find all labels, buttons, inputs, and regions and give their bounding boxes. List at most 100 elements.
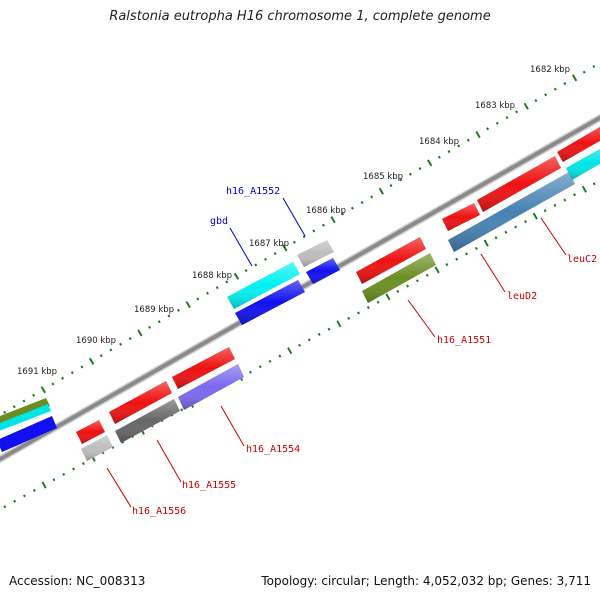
minor-tick xyxy=(406,284,410,288)
minor-tick xyxy=(370,195,374,199)
tick-label-1689: 1689 kbp xyxy=(134,305,174,315)
minor-tick xyxy=(534,99,538,103)
major-tick xyxy=(571,74,578,82)
minor-tick xyxy=(157,320,161,324)
minor-tick xyxy=(494,236,498,240)
minor-tick xyxy=(389,184,393,188)
minor-tick xyxy=(278,354,282,358)
minor-tick xyxy=(347,316,351,320)
minor-tick xyxy=(62,472,66,476)
minor-tick xyxy=(399,178,403,182)
minor-tick xyxy=(524,220,527,224)
minor-tick xyxy=(504,230,508,234)
major-tick xyxy=(483,239,489,247)
minor-tick xyxy=(543,209,547,213)
minor-tick xyxy=(248,370,252,374)
gene-label-h16-a1555[interactable]: h16_A1555 xyxy=(182,480,236,491)
minor-tick xyxy=(61,376,65,380)
minor-tick xyxy=(13,499,17,503)
major-tick xyxy=(475,131,481,139)
minor-tick xyxy=(437,155,441,159)
minor-tick xyxy=(317,332,321,336)
outer-scale-ring xyxy=(3,65,596,414)
gene-label-h16-a1551[interactable]: h16_A1551 xyxy=(437,335,491,346)
minor-tick xyxy=(573,193,577,197)
gene-shading xyxy=(557,126,600,162)
minor-tick xyxy=(180,408,184,412)
minor-tick xyxy=(3,505,7,509)
minor-tick xyxy=(167,314,171,318)
minor-tick xyxy=(23,494,26,498)
minor-tick xyxy=(119,342,123,346)
tick-label-1685: 1685 kbp xyxy=(363,172,403,182)
minor-tick xyxy=(81,462,85,466)
minor-tick xyxy=(408,172,412,176)
gene-shading xyxy=(115,399,180,443)
minor-tick xyxy=(425,273,429,277)
gene-shading xyxy=(178,364,244,410)
tick-label-1683: 1683 kbp xyxy=(475,101,515,111)
gene-shading xyxy=(297,240,334,267)
minor-tick xyxy=(495,121,499,125)
gene-shading xyxy=(81,435,113,461)
minor-tick xyxy=(52,478,56,482)
map-title: Ralstonia eutropha H16 chromosome 1, com… xyxy=(109,9,491,24)
minor-tick xyxy=(215,286,219,290)
minor-tick xyxy=(515,110,519,114)
reverse-strand-genes xyxy=(76,126,600,461)
gene-shading xyxy=(362,253,436,303)
gene-feature[interactable] xyxy=(0,416,57,452)
minor-tick xyxy=(457,144,461,148)
minor-tick xyxy=(553,87,557,91)
major-tick xyxy=(40,386,46,394)
gene-label-leud2[interactable]: leuD2 xyxy=(507,291,537,302)
minor-tick xyxy=(350,206,354,210)
minor-tick xyxy=(292,240,296,244)
minor-tick xyxy=(445,263,449,267)
major-tick xyxy=(88,357,95,365)
gene-shading xyxy=(356,237,426,284)
gene-shading xyxy=(566,148,600,180)
gene-label-gbd[interactable]: gbd xyxy=(210,216,228,227)
gene-label-leuc2[interactable]: leuC2 xyxy=(567,254,597,265)
gene-labels: h16_A1552 gbd leuC2 leuD2 h16_A1551 h16_… xyxy=(132,186,597,517)
minor-tick xyxy=(302,235,306,239)
minor-tick xyxy=(254,263,258,267)
major-tick xyxy=(330,216,336,224)
minor-tick xyxy=(396,289,400,293)
major-tick xyxy=(336,320,342,328)
gene-label-h16-a1556[interactable]: h16_A1556 xyxy=(132,506,186,517)
scale-labels: 1682 kbp 1683 kbp 1684 kbp 1685 kbp 1686… xyxy=(17,65,570,377)
minor-tick xyxy=(474,246,478,250)
minor-tick xyxy=(128,337,132,341)
minor-tick xyxy=(225,280,229,284)
gene-feature[interactable] xyxy=(0,404,51,431)
minor-tick xyxy=(341,212,345,216)
major-tick xyxy=(233,272,240,280)
minor-tick xyxy=(415,279,419,283)
minor-tick xyxy=(357,311,360,315)
forward-strand-genes xyxy=(0,240,340,452)
major-tick xyxy=(581,185,587,193)
minor-tick xyxy=(486,127,490,131)
minor-tick xyxy=(258,365,262,369)
minor-tick xyxy=(51,382,55,386)
accession-text: Accession: NC_008313 xyxy=(9,574,146,588)
major-tick xyxy=(385,293,391,301)
minor-tick xyxy=(514,225,518,229)
minor-tick xyxy=(12,405,16,409)
gene-label-h16-a1554[interactable]: h16_A1554 xyxy=(246,444,300,455)
minor-tick xyxy=(307,338,311,342)
gene-label-h16-a1552[interactable]: h16_A1552 xyxy=(226,186,280,197)
minor-tick xyxy=(360,200,364,205)
minor-tick xyxy=(22,399,26,403)
minor-tick xyxy=(148,325,152,329)
gene-shading xyxy=(76,420,105,444)
gene-shading xyxy=(477,156,561,212)
minor-tick xyxy=(327,327,331,331)
gene-shading xyxy=(109,381,172,424)
minor-tick xyxy=(298,343,301,347)
minor-tick xyxy=(465,252,468,256)
gene-shading xyxy=(227,262,300,309)
major-tick xyxy=(427,159,433,167)
